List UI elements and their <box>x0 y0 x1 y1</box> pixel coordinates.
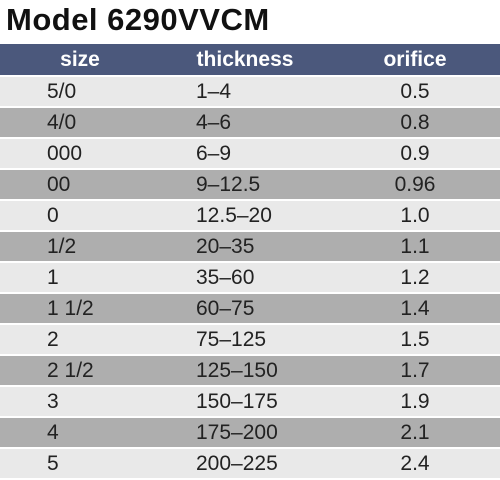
table-row: 2 1/2 125–150 1.7 <box>0 355 500 387</box>
table-cell: 1.5 <box>330 324 500 356</box>
table-cell: 1/2 <box>0 231 160 263</box>
table-cell: 5 <box>0 448 160 480</box>
table-cell: 150–175 <box>160 386 330 418</box>
column-header: size <box>0 44 160 77</box>
table-cell: 20–35 <box>160 231 330 263</box>
table-row: 2 75–125 1.5 <box>0 324 500 356</box>
table-cell: 9–12.5 <box>160 169 330 201</box>
table-cell: 1 <box>0 262 160 294</box>
table-cell: 2.1 <box>330 417 500 449</box>
table-cell: 1.9 <box>330 386 500 418</box>
table-row: 00 9–12.5 0.96 <box>0 169 500 201</box>
table-cell: 0.96 <box>330 169 500 201</box>
table-row: 5 200–225 2.4 <box>0 448 500 480</box>
table-cell: 1 1/2 <box>0 293 160 325</box>
table-row: 1 35–60 1.2 <box>0 262 500 294</box>
table-cell: 4/0 <box>0 107 160 139</box>
table-cell: 60–75 <box>160 293 330 325</box>
table-cell: 4–6 <box>160 107 330 139</box>
table-cell: 2.4 <box>330 448 500 480</box>
table-cell: 200–225 <box>160 448 330 480</box>
table-body: 5/0 1–4 0.5 4/0 4–6 0.8 000 6–9 0.9 00 9–12.5 0.96 0… <box>0 76 500 480</box>
table-cell: 0.8 <box>330 107 500 139</box>
table-row: 4 175–200 2.1 <box>0 417 500 449</box>
title: Model 6290VVCM <box>6 2 270 37</box>
table-cell: 125–150 <box>160 355 330 387</box>
table-cell: 75–125 <box>160 324 330 356</box>
table-cell: 5/0 <box>0 76 160 108</box>
table-cell: 3 <box>0 386 160 418</box>
table-row: 4/0 4–6 0.8 <box>0 107 500 139</box>
table-cell: 00 <box>0 169 160 201</box>
table-cell: 12.5–20 <box>160 200 330 232</box>
table-cell: 1.1 <box>330 231 500 263</box>
table-cell: 1.7 <box>330 355 500 387</box>
table-cell: 0.9 <box>330 138 500 170</box>
table-cell: 000 <box>0 138 160 170</box>
table-cell: 2 <box>0 324 160 356</box>
spec-table: size thickness orifice 5/0 1–4 0.5 4/0 4–6 0.8 0… <box>0 44 500 480</box>
table-cell: 0 <box>0 200 160 232</box>
column-header: thickness <box>160 44 330 77</box>
table-cell: 6–9 <box>160 138 330 170</box>
table-cell: 1.0 <box>330 200 500 232</box>
table-row: 5/0 1–4 0.5 <box>0 76 500 108</box>
table-row: 1 1/2 60–75 1.4 <box>0 293 500 325</box>
column-header: orifice <box>330 44 500 77</box>
table-cell: 4 <box>0 417 160 449</box>
table-row: 0 12.5–20 1.0 <box>0 200 500 232</box>
table-row: 000 6–9 0.9 <box>0 138 500 170</box>
table-cell: 1–4 <box>160 76 330 108</box>
table-cell: 35–60 <box>160 262 330 294</box>
table-row: 1/2 20–35 1.1 <box>0 231 500 263</box>
table-cell: 1.2 <box>330 262 500 294</box>
table-cell: 0.5 <box>330 76 500 108</box>
table-cell: 1.4 <box>330 293 500 325</box>
table-cell: 2 1/2 <box>0 355 160 387</box>
table-row: 3 150–175 1.9 <box>0 386 500 418</box>
header-row: size thickness orifice <box>0 44 500 77</box>
table-cell: 175–200 <box>160 417 330 449</box>
